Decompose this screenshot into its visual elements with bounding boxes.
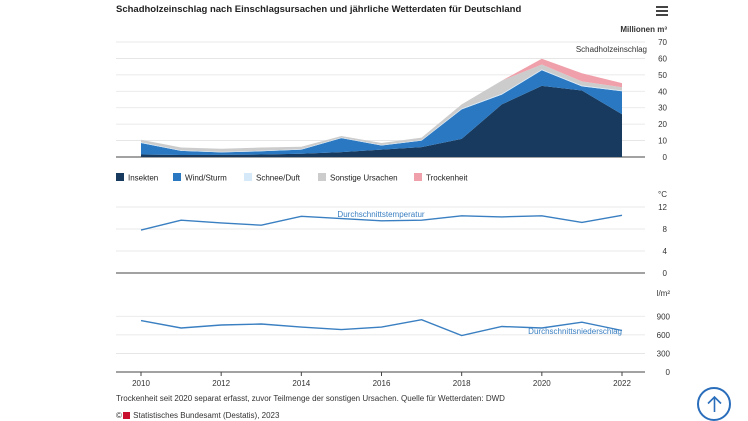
area-sonstige-ursachen [141, 64, 622, 152]
credit-text: Statistisches Bundesamt (Destatis), 2023 [133, 411, 280, 420]
y-tick-label: 40 [658, 87, 667, 96]
chart-canvas: 0 10 20 30 40 50 60 70 Millionen m³ 0 4 8 12 °C 0 300 60… [116, 25, 671, 388]
y-tick-label: 600 [657, 331, 671, 340]
legend-swatch [173, 173, 181, 181]
hamburger-menu-icon[interactable] [656, 6, 668, 16]
y-axis-unit: Millionen m³ [620, 25, 667, 34]
legend-swatch [244, 173, 252, 181]
series-label: Durchschnittstemperatur [337, 210, 424, 219]
y-tick-label: 50 [658, 71, 667, 80]
y-tick-label: 4 [663, 247, 668, 256]
x-tick-label: 2020 [533, 379, 551, 388]
area-insekten [141, 85, 622, 157]
x-tick-label: 2022 [613, 379, 631, 388]
x-tick-label: 2010 [132, 379, 150, 388]
y-tick-label: 0 [663, 269, 668, 278]
line-durchschnittstemperatur [140, 214, 623, 231]
legend-swatch [116, 173, 124, 181]
y-axis-unit: °C [658, 190, 667, 199]
y-tick-label: 300 [657, 349, 671, 358]
chart-title: Schadholzeinschlag nach Einschlagsursach… [116, 4, 522, 15]
arrow-up-icon [707, 395, 722, 412]
x-tick-label: 2016 [373, 379, 391, 388]
chart-credit: © Statistisches Bundesamt (Destatis), 20… [116, 411, 279, 420]
legend-label: Sonstige Ursachen [330, 174, 398, 183]
y-tick-label: 8 [663, 225, 668, 234]
x-tick-label: 2018 [453, 379, 471, 388]
area-annotation: Schadholzeinschlag [576, 45, 647, 54]
y-tick-label: 12 [658, 203, 667, 212]
legend-label: Schnee/Duft [256, 174, 301, 183]
legend-swatch [318, 173, 326, 181]
destatis-logo-icon [122, 412, 130, 419]
y-tick-label: 30 [658, 104, 667, 113]
y-tick-label: 0 [666, 368, 671, 377]
series-label: Durchschnittsniederschlag [528, 327, 622, 336]
y-tick-label: 0 [663, 153, 668, 162]
legend-swatch [414, 173, 422, 181]
y-tick-label: 20 [658, 120, 667, 129]
legend-label: Insekten [128, 174, 158, 183]
scroll-to-top-button[interactable] [697, 387, 731, 421]
chart-footnote: Trockenheit seit 2020 separat erfasst, z… [116, 394, 505, 403]
y-axis-unit: l/m² [657, 289, 671, 298]
copyright-sign: © [116, 411, 122, 420]
x-tick-label: 2014 [292, 379, 310, 388]
y-tick-label: 10 [658, 137, 667, 146]
x-tick-label: 2012 [212, 379, 230, 388]
line-durchschnittsniederschlag [140, 318, 623, 337]
y-tick-label: 70 [658, 38, 667, 47]
legend-label: Wind/Sturm [185, 174, 227, 183]
y-tick-label: 900 [657, 312, 671, 321]
y-tick-label: 60 [658, 54, 667, 63]
legend-label: Trockenheit [426, 174, 468, 183]
